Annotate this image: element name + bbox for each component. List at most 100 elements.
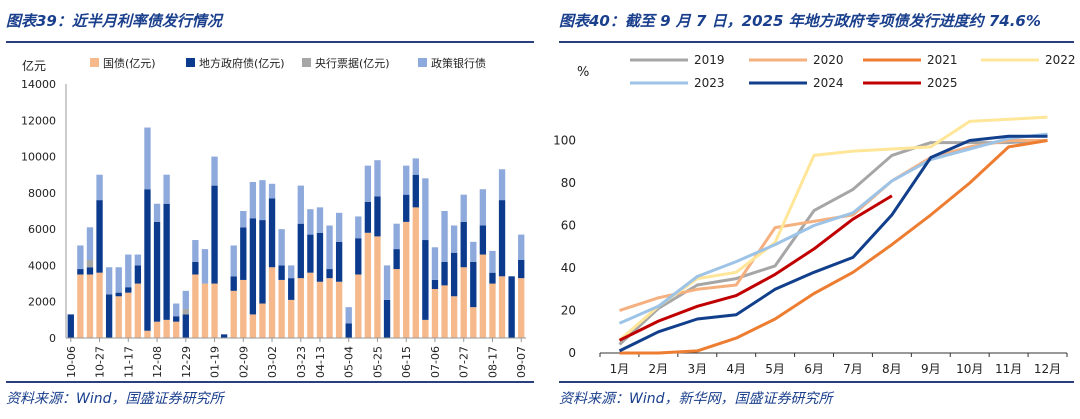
bar-segment <box>86 274 94 338</box>
bar-segment <box>211 283 218 338</box>
bar-segment <box>441 211 448 262</box>
bar-segment <box>326 269 333 279</box>
bar-segment <box>489 283 496 338</box>
bar-segment <box>316 232 324 282</box>
bar-segment <box>259 180 266 221</box>
legend-label: 2019 <box>694 53 725 67</box>
bar-segment <box>240 227 247 280</box>
bar-segment <box>249 181 257 219</box>
bar-segment <box>498 200 506 277</box>
bar-segment <box>470 307 477 338</box>
x-tick-label: 2月 <box>649 362 669 376</box>
bar-segment <box>316 281 324 338</box>
bar-segment <box>201 283 209 338</box>
series-line <box>619 139 1048 312</box>
bar-segment <box>470 241 477 262</box>
right-chart-panel: 图表40：截至 9 月 7 日，2025 年地方政府专项债发行进度约 74.6%… <box>553 0 1080 419</box>
legend-label: 地方政府债(亿元) <box>199 56 285 70</box>
left-y-unit: 亿元 <box>22 59 47 73</box>
bar-segment <box>297 185 304 224</box>
series-line <box>619 139 1048 355</box>
bar-segment <box>96 200 103 273</box>
bar-segment <box>431 247 439 280</box>
series-line <box>618 139 1048 346</box>
bar-segment <box>163 203 170 320</box>
bar-segment <box>450 296 458 338</box>
legend-label: 2025 <box>927 76 958 90</box>
legend-label: 2023 <box>694 76 725 90</box>
legend-label: 2022 <box>1045 53 1076 67</box>
bar-segment <box>518 278 525 338</box>
x-tick-label: 01-19 <box>209 346 222 378</box>
y-tick-label: 60 <box>561 219 576 233</box>
right-y-unit: % <box>577 65 590 80</box>
bar-segment <box>86 267 94 275</box>
left-source-rule <box>6 381 534 383</box>
x-tick-label: 11月 <box>995 362 1022 376</box>
x-tick-label: 8月 <box>882 362 902 376</box>
x-tick-label: 4月 <box>726 362 746 376</box>
bar-segment <box>345 323 352 338</box>
bar-segment <box>288 299 295 338</box>
y-tick-label: 0 <box>49 332 56 345</box>
bar-segment <box>489 250 496 273</box>
x-tick-label: 12-29 <box>180 346 193 378</box>
left-chart-panel: 图表39：近半月利率债发行情况 亿元 0 2000 4000 6000 8000 1000… <box>6 12 534 407</box>
bar-segment <box>115 296 122 338</box>
bar-segment <box>67 314 74 338</box>
bar-segment <box>470 261 477 308</box>
bar-segment <box>278 265 285 280</box>
bar-segment <box>115 267 122 293</box>
bar-segment <box>479 254 487 338</box>
bar-segment <box>460 267 467 338</box>
bar-segment <box>125 254 132 288</box>
bar-segment <box>278 229 285 266</box>
legend-label: 2024 <box>813 76 844 90</box>
right-title-rule <box>559 41 1074 43</box>
bar-segment <box>450 225 458 253</box>
left-title-rule <box>6 41 534 43</box>
bar-segment <box>412 174 419 208</box>
x-tick-label: 11-17 <box>122 346 135 378</box>
x-tick-label: 5月 <box>765 362 785 376</box>
bar-segment <box>115 292 122 297</box>
legend-swatch <box>90 58 99 67</box>
legend-label: 政策银行债 <box>431 56 486 70</box>
bar-segment <box>412 158 419 175</box>
y-tick-label: 80 <box>561 176 576 190</box>
x-tick-label: 05-04 <box>343 346 356 378</box>
bar-chart: 0 2000 4000 6000 8000 10000 12000 14000 10-06 10-… <box>21 56 528 378</box>
bar-segment <box>441 285 448 338</box>
bar-segment <box>498 276 506 338</box>
x-tick-label: 03-23 <box>295 346 308 378</box>
bar-segment <box>393 269 400 338</box>
left-source: 资料来源：Wind，国盛证券研究所 <box>6 391 224 407</box>
bar-segment <box>479 189 487 226</box>
line-chart: 0 20 40 60 80 100 1月 2月 3月 4月 5月 6月 7月 8月 9月 10月 11月 12月 2… <box>553 53 1076 376</box>
bar-segment <box>403 165 410 195</box>
bar-segment <box>201 249 209 284</box>
bar-segment <box>345 307 352 324</box>
bar-segment <box>355 216 362 239</box>
bar-segment <box>288 265 295 279</box>
bar-segment <box>134 265 142 284</box>
bar-segment <box>249 314 257 338</box>
x-tick-label: 12月 <box>1034 362 1061 376</box>
bar-segment <box>335 212 343 242</box>
bar-segment <box>77 274 84 338</box>
bar-segment <box>460 194 467 222</box>
x-tick-label: 06-15 <box>400 346 413 378</box>
series-line <box>618 132 1048 325</box>
bar-segment <box>364 165 372 202</box>
bar-segment <box>374 196 381 237</box>
x-tick-label: 10月 <box>956 362 983 376</box>
bar-segment <box>460 221 467 268</box>
bar-segment <box>77 245 84 270</box>
bar-segment <box>498 169 506 201</box>
bar-segment <box>240 279 247 338</box>
bar-segment <box>163 319 170 338</box>
bar-segment <box>153 321 161 338</box>
bar-segment <box>364 201 372 233</box>
x-tick-label: 07-27 <box>458 346 471 378</box>
x-tick-label: 3月 <box>687 362 707 376</box>
